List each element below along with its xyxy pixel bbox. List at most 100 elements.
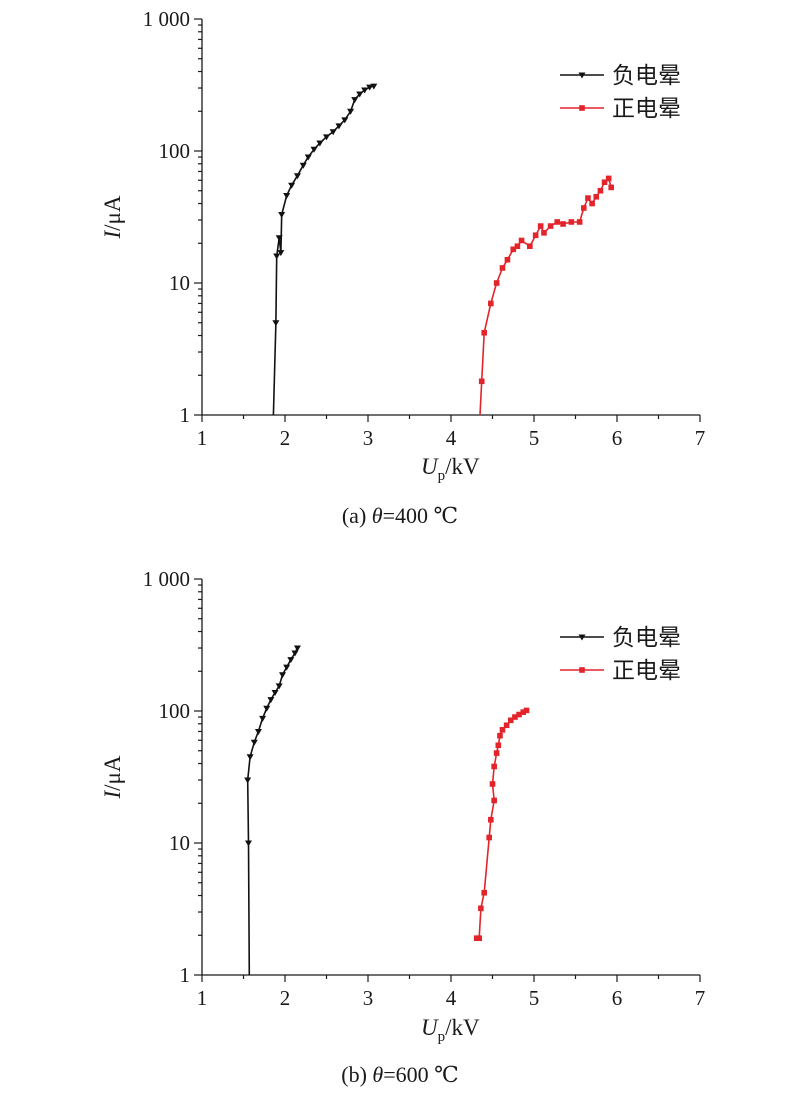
legend-marker [579, 667, 585, 673]
data-point [478, 378, 485, 385]
legend-marker [579, 105, 585, 111]
x-tick-label: 7 [695, 986, 706, 1010]
series-line [246, 647, 299, 976]
data-point [244, 777, 252, 784]
data-point [361, 87, 369, 94]
data-point [476, 935, 483, 942]
x-axis-title-subscript: p [438, 468, 446, 484]
data-point [523, 707, 530, 714]
data-point [585, 195, 591, 201]
data-point [370, 83, 378, 90]
data-point [283, 664, 291, 671]
caption-symbol: θ [372, 1062, 383, 1087]
y-tick-label: 1 [180, 963, 191, 987]
data-point [486, 834, 492, 841]
data-point [488, 300, 494, 307]
data-point [608, 184, 614, 191]
data-point [512, 714, 518, 720]
x-tick-label: 4 [446, 986, 457, 1010]
x-tick-label: 1 [197, 426, 208, 450]
data-point [351, 97, 359, 104]
data-point [293, 645, 301, 652]
data-point [272, 320, 280, 327]
y-axis-title-symbol: I [100, 790, 125, 800]
data-point [273, 253, 281, 260]
data-point [520, 709, 527, 715]
data-point [489, 781, 496, 787]
data-point [493, 280, 500, 286]
x-tick-label: 3 [363, 426, 374, 450]
y-tick-label: 100 [159, 139, 191, 163]
data-point [310, 146, 318, 153]
data-point [493, 750, 500, 756]
data-point [568, 219, 575, 225]
legend-marker [578, 72, 586, 79]
data-point [347, 108, 355, 115]
data-point [516, 711, 522, 718]
x-tick-label: 1 [197, 986, 208, 1010]
legend-label: 负电晕 [612, 625, 681, 651]
data-point [499, 265, 506, 271]
data-point [547, 223, 554, 229]
data-point [246, 754, 254, 761]
data-point [589, 200, 595, 207]
y-tick-label: 10 [169, 831, 190, 855]
data-point [481, 329, 487, 336]
y-axis-title-symbol: I [100, 230, 125, 240]
data-point [527, 243, 533, 250]
data-point [356, 91, 364, 98]
data-point [254, 728, 262, 735]
data-point [532, 232, 539, 239]
series-line [479, 177, 612, 416]
x-tick-label: 6 [612, 986, 623, 1010]
x-tick-label: 2 [280, 426, 291, 450]
data-point [323, 134, 330, 141]
legend-marker [578, 634, 586, 641]
legend-label: 正电晕 [612, 96, 681, 122]
data-point [601, 179, 608, 186]
data-point [491, 763, 497, 770]
x-axis-title: Up/kV [421, 454, 480, 484]
x-axis-title: Up/kV [421, 1015, 480, 1045]
data-point [335, 123, 343, 130]
data-point [581, 205, 587, 211]
legend-label: 正电晕 [612, 658, 681, 684]
data-point [537, 223, 544, 229]
chart-panel-b: 1 2 3 4 5 6 7 1 10 100 1 000 Up/kV I/μA (b) θ=600 ℃ 负电… [100, 567, 705, 1087]
data-point [244, 840, 252, 847]
series-line [272, 85, 374, 416]
data-point [277, 250, 285, 257]
data-point [304, 154, 312, 161]
x-axis-title-symbol: U [421, 1015, 439, 1040]
y-axis-title: I/μA [100, 195, 125, 239]
caption-symbol: θ [372, 503, 383, 528]
data-point [293, 173, 301, 180]
data-point [291, 650, 299, 657]
data-point [271, 690, 279, 697]
caption-rest: =400 ℃ [383, 503, 459, 528]
caption-rest: =600 ℃ [383, 1062, 459, 1087]
data-point [316, 140, 324, 147]
data-point [283, 193, 291, 200]
data-point [495, 742, 502, 749]
x-tick-label: 3 [363, 986, 374, 1010]
data-point [288, 182, 296, 189]
data-point [576, 219, 583, 225]
data-point [299, 162, 307, 169]
data-point [267, 697, 275, 704]
data-point [503, 722, 510, 729]
data-point [488, 816, 494, 823]
data-point [597, 187, 604, 194]
data-point [541, 230, 547, 236]
data-point [481, 889, 487, 896]
data-point [560, 221, 566, 227]
data-point [366, 84, 374, 91]
x-tick-label: 5 [529, 986, 540, 1010]
data-point [287, 657, 295, 664]
data-point [278, 212, 286, 219]
legend-label: 负电晕 [612, 63, 681, 89]
data-point [514, 243, 521, 250]
data-point [341, 117, 349, 124]
series-negative-corona [272, 83, 378, 416]
